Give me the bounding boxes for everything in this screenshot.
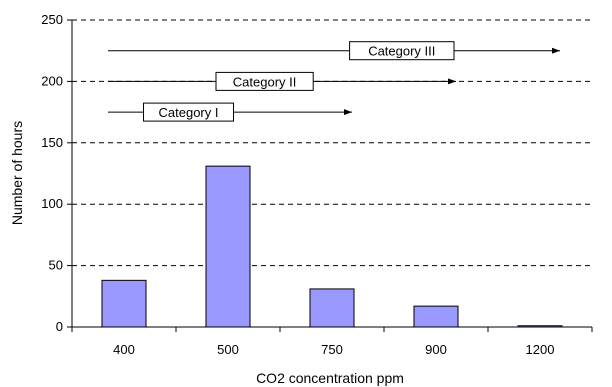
y-tick-label: 0 <box>56 319 63 334</box>
y-tick-label: 50 <box>49 258 63 273</box>
category-label-box <box>349 41 455 61</box>
category-label-box <box>215 71 314 91</box>
x-axis-title: CO2 concentration ppm <box>256 370 404 386</box>
bar-500 <box>205 165 251 328</box>
y-tick-labels: 0 50 100 150 200 250 <box>41 12 63 334</box>
x-tick-label: 900 <box>425 342 447 357</box>
category-label-box <box>143 102 235 122</box>
category-label: Category III <box>368 44 435 59</box>
x-tick-label: 500 <box>217 342 239 357</box>
x-tick-label: 750 <box>321 342 343 357</box>
bar-750 <box>309 288 355 328</box>
x-tick-labels: 400 500 750 900 1200 <box>113 342 554 357</box>
category-label: Category II <box>233 74 297 89</box>
category-annotations: Category I Category II Category III <box>108 41 560 122</box>
bars <box>101 165 563 328</box>
y-tick-label: 150 <box>41 135 63 150</box>
x-tick-label: 400 <box>113 342 135 357</box>
bar-400 <box>101 279 147 328</box>
y-tick-label: 200 <box>41 73 63 88</box>
bar-900 <box>413 305 459 328</box>
y-axis-title: Number of hours <box>9 121 25 225</box>
grid-lines <box>72 19 592 267</box>
category-label: Category I <box>159 105 219 120</box>
y-tick-label: 100 <box>41 196 63 211</box>
y-tick-label: 250 <box>41 12 63 27</box>
x-tick-label: 1200 <box>526 342 555 357</box>
axes <box>67 19 593 332</box>
